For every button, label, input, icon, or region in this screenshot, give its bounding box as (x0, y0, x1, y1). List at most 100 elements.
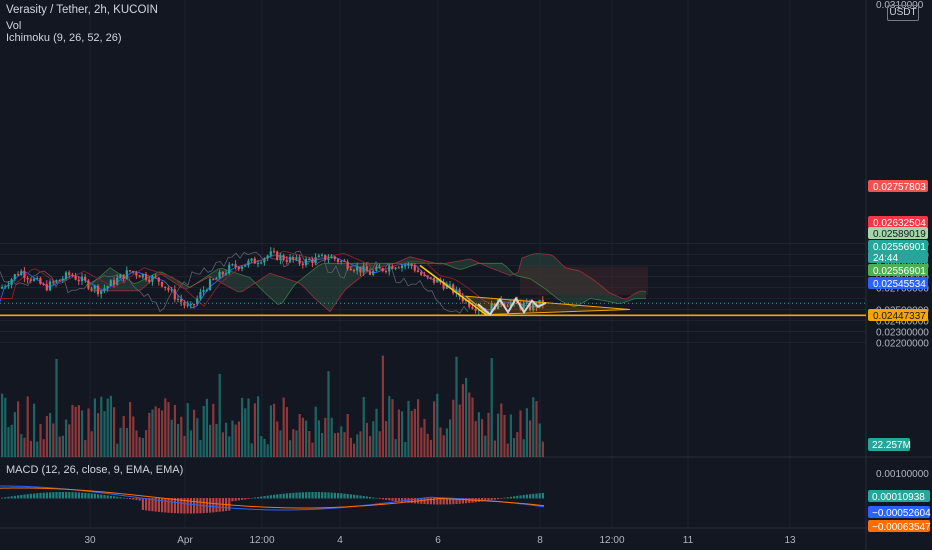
volume-bar (65, 419, 68, 457)
macd-bar (394, 498, 397, 502)
macd-bar (33, 493, 36, 499)
macd-label-text: −0.00063547 (872, 522, 931, 533)
ichimoku-legend: Ichimoku (9, 26, 52, 26) (6, 32, 122, 44)
candle-body (144, 274, 148, 280)
candle-body (477, 310, 480, 312)
macd-bar (234, 498, 237, 501)
candle-body (106, 286, 109, 289)
candle-body (304, 258, 308, 265)
volume-bar (506, 443, 509, 457)
volume-bar (257, 396, 260, 457)
candle-body (132, 271, 135, 273)
macd-bar (231, 498, 234, 502)
macd-bar (353, 494, 356, 499)
volume-bar (42, 439, 45, 457)
macd-bar (369, 496, 372, 499)
candle-body (138, 275, 141, 278)
price-label-tag: 0.02589019 (868, 227, 928, 240)
volume-bar (145, 430, 148, 457)
candle-body (279, 255, 282, 260)
price-label-bg (868, 240, 928, 252)
volume-bar (455, 356, 458, 457)
macd-bar (308, 492, 311, 499)
candle-body (426, 275, 429, 278)
volume-bar (52, 423, 55, 457)
macd-bar (1, 497, 4, 499)
volume-bar (388, 396, 391, 457)
candle-body (71, 274, 74, 277)
macd-bar (497, 498, 500, 500)
time-tick-label: 4 (337, 535, 343, 546)
volume-bar (385, 421, 388, 457)
price-label-tag: 0.02556901 (868, 264, 928, 277)
price-label-bg (868, 264, 928, 276)
volume-bar (356, 434, 359, 457)
volume-bar (129, 401, 132, 457)
time-tick-label: Apr (177, 535, 193, 546)
volume-bar (417, 399, 420, 457)
volume-bar (401, 411, 404, 457)
macd-bar (529, 494, 532, 499)
macd-bar (372, 497, 375, 499)
cloud-area (90, 253, 646, 312)
volume-bar (106, 398, 109, 457)
volume-bar (362, 396, 365, 457)
time-tick-label: 8 (537, 535, 543, 546)
candle-body (224, 273, 228, 275)
macd-bar (503, 497, 506, 499)
macd-label-text: −0.00052604 (872, 508, 931, 519)
wave-drawing (477, 296, 547, 316)
volume-bar (458, 404, 461, 457)
macd-bar (388, 498, 391, 501)
candle-body (490, 303, 493, 312)
candle-body (16, 274, 20, 276)
macd-bar (196, 498, 199, 514)
macd-bar (132, 498, 135, 500)
macd-bar (7, 496, 10, 499)
volume-bar (231, 420, 234, 457)
macd-bar (36, 493, 39, 499)
candle-body (394, 267, 397, 269)
macd-bar (65, 492, 68, 499)
volume-bar (202, 406, 205, 457)
volume-bar (513, 438, 516, 457)
price-label-tag: 0.02556901 (868, 240, 928, 253)
macd-bar (23, 494, 26, 499)
candle-body (250, 258, 253, 261)
macd-bar (177, 498, 180, 514)
macd-bar (135, 498, 138, 501)
volume-bar (295, 430, 298, 457)
currency-button[interactable]: USDT (887, 5, 919, 21)
volume-bar (33, 403, 36, 457)
volume-bar (138, 437, 141, 457)
volume-bar (247, 398, 250, 457)
volume-bar (87, 408, 90, 457)
macd-bar (77, 492, 80, 499)
candle-body (330, 256, 333, 259)
price-label-text: 0.02556901 (873, 242, 926, 253)
candle-body (429, 277, 432, 279)
volume-bar (177, 424, 180, 457)
macd-bar (282, 493, 285, 499)
candle-body (167, 287, 170, 291)
macd-bar (109, 495, 112, 499)
volume-bar (234, 424, 237, 457)
macd-bar (455, 498, 458, 504)
candle-body (506, 305, 509, 307)
candle-body (228, 264, 231, 274)
volume-bar (29, 440, 32, 457)
macd-bar (119, 497, 122, 499)
volume-bar (407, 400, 410, 457)
macd-bar (362, 496, 365, 499)
candle-body (109, 280, 112, 287)
macd-label-text: 0.00010938 (872, 492, 925, 503)
volume-bar (493, 440, 496, 457)
macd-bar (436, 498, 439, 505)
candle-body (80, 276, 84, 282)
macd-bar (193, 498, 196, 514)
candle-body (452, 284, 455, 294)
macd-bar (506, 497, 509, 499)
candle-body (68, 272, 71, 275)
macd-bar (212, 498, 215, 513)
